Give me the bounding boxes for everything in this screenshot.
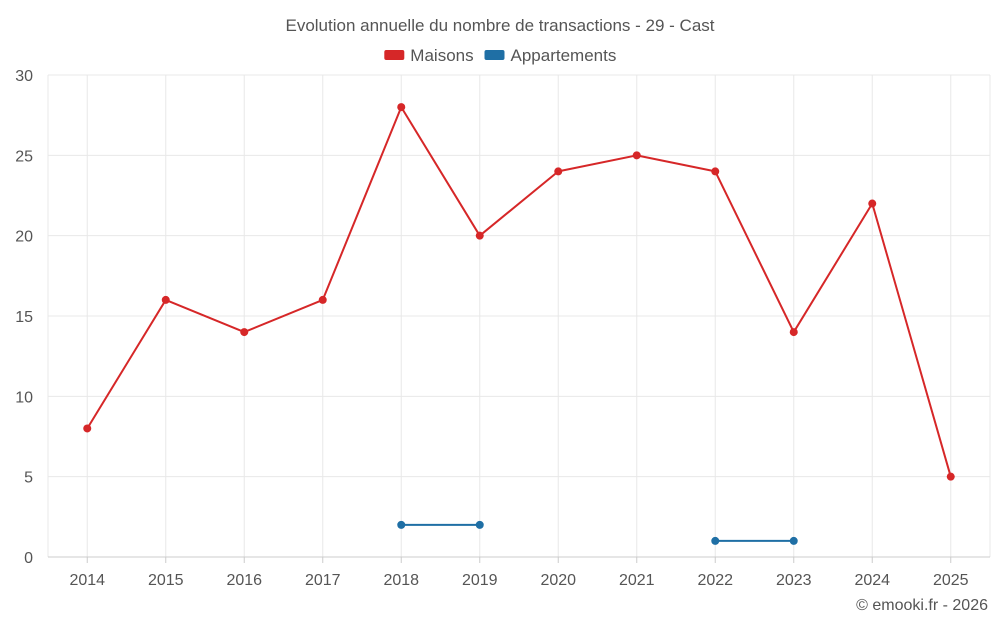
y-tick-label: 10 bbox=[15, 389, 33, 406]
legend-item-appartements[interactable]: Appartements bbox=[484, 46, 617, 65]
x-tick-label: 2017 bbox=[305, 572, 341, 589]
series-layer bbox=[83, 103, 955, 545]
data-point[interactable] bbox=[161, 295, 170, 304]
data-point[interactable] bbox=[868, 199, 877, 208]
data-point[interactable] bbox=[946, 472, 955, 481]
x-tick-label: 2025 bbox=[933, 572, 969, 589]
data-point[interactable] bbox=[554, 167, 563, 176]
data-point[interactable] bbox=[789, 328, 798, 337]
x-tick-label: 2021 bbox=[619, 572, 655, 589]
legend-item-maisons[interactable]: Maisons bbox=[384, 46, 474, 65]
x-tick-label: 2023 bbox=[776, 572, 812, 589]
x-tick-label: 2020 bbox=[540, 572, 576, 589]
legend-label: Appartements bbox=[511, 46, 617, 65]
data-point[interactable] bbox=[789, 536, 798, 545]
legend-swatch bbox=[384, 50, 405, 60]
series-appartements bbox=[397, 520, 798, 545]
data-point[interactable] bbox=[397, 520, 406, 529]
x-tick-label: 2018 bbox=[383, 572, 419, 589]
y-tick-label: 5 bbox=[24, 470, 33, 487]
data-point[interactable] bbox=[397, 103, 406, 112]
data-point[interactable] bbox=[632, 151, 641, 160]
credit-text: © emooki.fr - 2026 bbox=[856, 597, 988, 614]
legend-swatch bbox=[484, 50, 505, 60]
x-tick-label: 2022 bbox=[697, 572, 733, 589]
y-tick-label: 25 bbox=[15, 148, 33, 165]
x-tick-label: 2016 bbox=[226, 572, 262, 589]
y-tick-label: 30 bbox=[15, 68, 33, 85]
x-tick-label: 2015 bbox=[148, 572, 184, 589]
data-point[interactable] bbox=[475, 520, 484, 529]
data-point[interactable] bbox=[318, 295, 327, 304]
x-tick-label: 2014 bbox=[69, 572, 105, 589]
legend-label: Maisons bbox=[410, 46, 473, 65]
x-tick-label: 2019 bbox=[462, 572, 498, 589]
x-tick-label: 2024 bbox=[854, 572, 890, 589]
y-tick-label: 15 bbox=[15, 309, 33, 326]
series-line-maisons bbox=[86, 106, 952, 477]
series-maisons bbox=[83, 103, 955, 481]
legend[interactable]: Maisons Appartements bbox=[384, 46, 616, 65]
y-tick-label: 20 bbox=[15, 229, 33, 246]
data-point[interactable] bbox=[240, 328, 249, 337]
data-point[interactable] bbox=[83, 424, 92, 433]
data-point[interactable] bbox=[711, 167, 720, 176]
chart-title: Evolution annuelle du nombre de transact… bbox=[285, 16, 714, 35]
data-point[interactable] bbox=[711, 536, 720, 545]
grid bbox=[48, 74, 990, 558]
y-tick-label: 0 bbox=[24, 550, 33, 567]
data-point[interactable] bbox=[475, 231, 484, 240]
